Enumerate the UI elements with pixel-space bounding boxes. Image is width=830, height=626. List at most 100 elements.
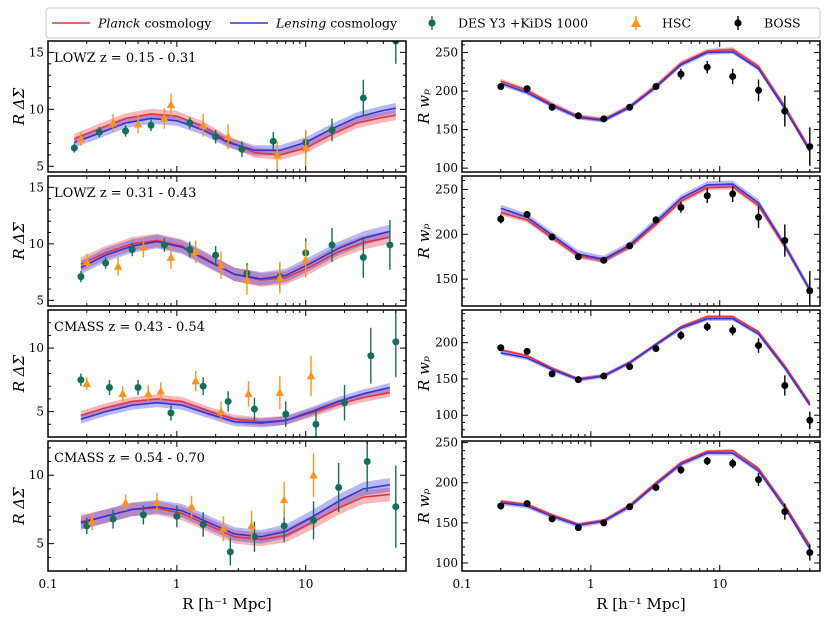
model-line — [500, 317, 811, 406]
panel-label: CMASS z = 0.43 - 0.54 — [54, 320, 205, 335]
data-point — [212, 133, 220, 141]
data-point — [359, 253, 367, 261]
data-point — [95, 128, 103, 136]
data-point — [335, 484, 343, 492]
y-tick-label: 5 — [36, 537, 44, 551]
data-point — [652, 344, 660, 352]
y-axis-label: R wₚ — [415, 489, 433, 525]
data-point — [523, 211, 531, 219]
panel-plot-area — [497, 47, 814, 166]
panel-right-row-3: 100 150 200 250 R wₚ — [415, 436, 821, 572]
data-point-triangle — [152, 498, 162, 506]
model-band — [80, 224, 390, 286]
y-tick-label: 100 — [435, 408, 458, 422]
data-point-triangle — [275, 388, 285, 396]
y-tick-label: 150 — [435, 123, 458, 137]
model-band — [500, 184, 810, 293]
data-point-triangle — [166, 252, 176, 261]
data-point — [574, 112, 582, 120]
data-point — [626, 103, 634, 111]
x-tick-label: 0.1 — [38, 577, 57, 591]
panel-right-row-1: 150 200 250 R wₚ — [415, 175, 821, 307]
legend-marker-swatch — [734, 19, 742, 27]
data-point — [128, 245, 136, 253]
data-point — [359, 94, 367, 102]
data-point-triangle — [187, 502, 196, 510]
legend-label: Planck cosmology — [97, 16, 212, 31]
y-tick-label: 10 — [29, 468, 44, 482]
panel-frame — [461, 175, 821, 307]
data-point — [328, 126, 336, 134]
y-tick-label: 200 — [435, 476, 458, 490]
data-point — [238, 145, 246, 153]
data-point — [363, 458, 371, 466]
data-point-triangle — [160, 113, 169, 122]
legend-label: HSC — [662, 16, 691, 31]
data-point — [147, 121, 155, 129]
data-point — [806, 287, 814, 295]
panel-label: LOWZ z = 0.31 - 0.43 — [54, 186, 196, 201]
data-point — [282, 410, 290, 418]
data-point — [392, 338, 400, 346]
data-point — [280, 522, 288, 530]
model-band — [500, 449, 810, 547]
x-axis-labels: 0.1 1 10 R [h⁻¹ Mpc] 0.1 1 10 R [h⁻¹ Mpc] — [38, 577, 727, 613]
y-tick-label: 10 — [29, 237, 44, 251]
panel-label: CMASS z = 0.54 - 0.70 — [54, 451, 205, 466]
data-point-triangle — [191, 247, 200, 256]
data-point — [328, 241, 336, 249]
model-band — [500, 450, 810, 551]
data-point — [548, 103, 556, 111]
panel-plot-area — [497, 180, 814, 306]
data-point — [224, 397, 232, 405]
y-axis-label: R wₚ — [415, 356, 433, 392]
data-point — [652, 216, 660, 224]
y-tick-label: 5 — [36, 405, 44, 419]
data-point — [652, 484, 660, 492]
data-point — [250, 533, 258, 541]
data-point — [574, 376, 582, 384]
y-tick-label: 200 — [435, 227, 458, 241]
data-point-triangle — [306, 371, 316, 380]
model-band — [500, 315, 810, 405]
data-point-triangle — [219, 524, 228, 532]
model-line — [500, 449, 811, 546]
data-point-triangle — [216, 260, 226, 269]
panel-frame — [47, 175, 407, 307]
data-point — [199, 520, 207, 528]
data-point — [806, 549, 814, 557]
data-point — [523, 85, 531, 93]
data-point-triangle — [166, 100, 176, 109]
panel-plot-area — [497, 315, 814, 430]
data-point — [134, 383, 142, 391]
data-point — [677, 466, 685, 474]
y-tick-label: 5 — [36, 159, 44, 173]
legend-label: DES Y3 +KiDS 1000 — [458, 16, 588, 31]
data-point-triangle — [191, 376, 200, 385]
data-point — [677, 203, 685, 211]
y-axis-label: R wₚ — [415, 224, 433, 260]
data-point — [781, 237, 789, 245]
data-point-triangle — [279, 495, 289, 504]
data-point — [173, 512, 181, 520]
data-point — [523, 347, 531, 355]
x-tick-label: 1 — [173, 577, 181, 591]
data-point — [626, 242, 634, 250]
data-point-triangle — [309, 470, 318, 479]
data-point — [367, 352, 375, 360]
x-tick-label: 1 — [587, 577, 595, 591]
legend-marker-swatch — [631, 18, 641, 27]
x-tick-label: 10 — [298, 577, 313, 591]
data-point — [806, 143, 814, 151]
data-point — [269, 137, 277, 145]
y-axis-label: R wₚ — [415, 89, 433, 125]
data-point — [600, 519, 608, 527]
y-tick-label: 200 — [435, 84, 458, 98]
data-point — [226, 548, 234, 556]
panel-plot-area — [77, 310, 400, 437]
data-point — [677, 331, 685, 339]
data-point — [77, 376, 85, 384]
data-point — [77, 273, 85, 281]
data-point — [806, 416, 814, 424]
data-point — [755, 213, 763, 221]
